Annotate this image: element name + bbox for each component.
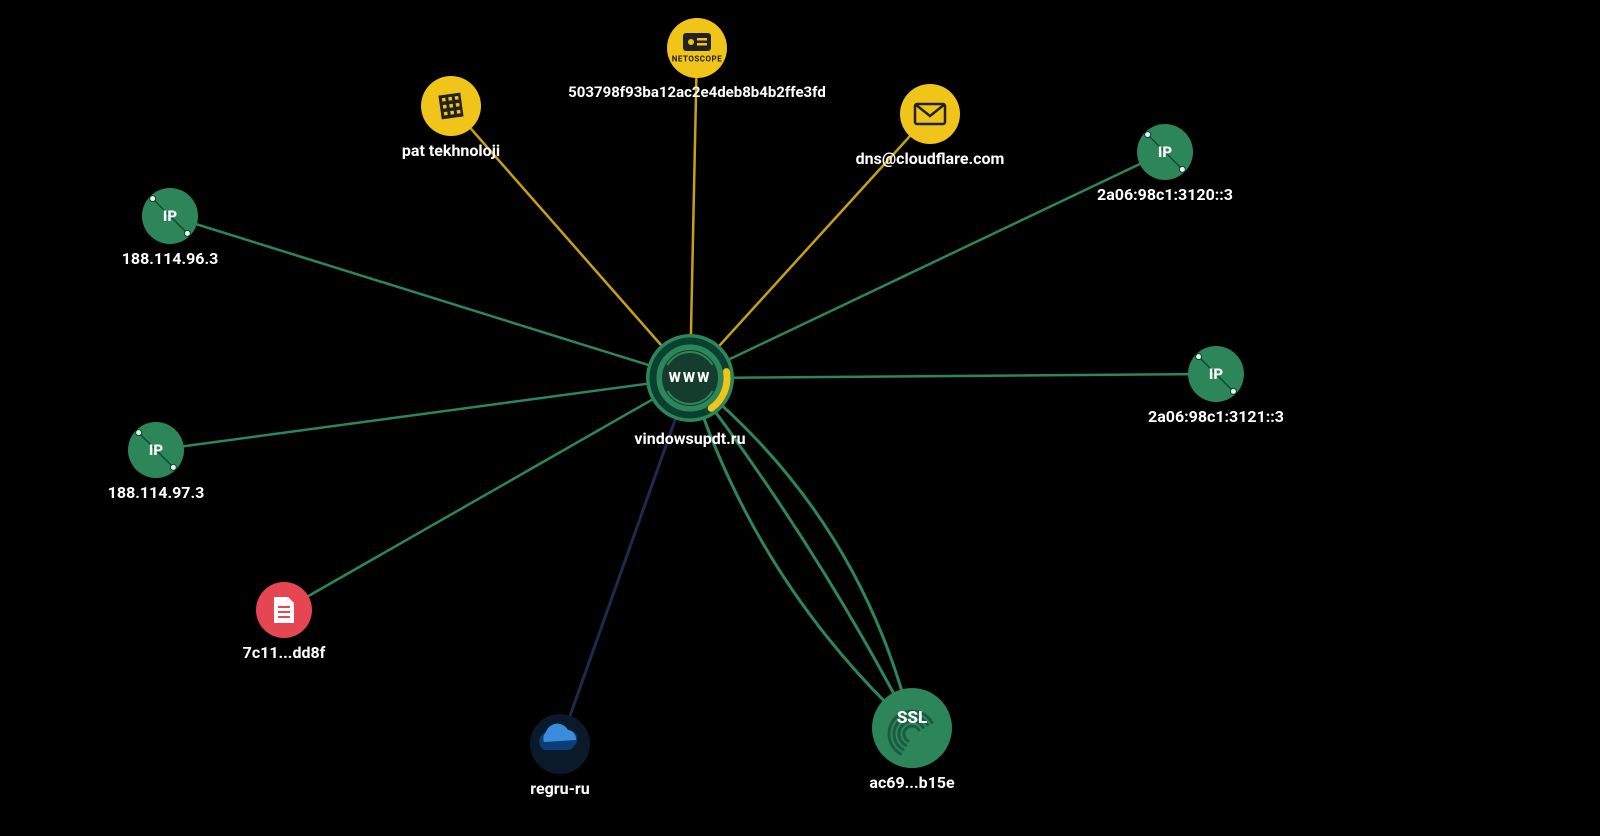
node-label: 7c11...dd8f: [243, 643, 326, 662]
id-card-icon: [683, 33, 711, 51]
node-label: 188.114.97.3: [108, 483, 205, 502]
id-photo-icon: [688, 39, 694, 45]
building-window-icon: [455, 96, 459, 100]
building-window-icon: [449, 104, 453, 108]
www-icon: WWW: [669, 370, 712, 386]
ip-icon: IP: [1209, 365, 1223, 383]
id-line-icon: [697, 43, 707, 46]
node-label: 2a06:98c1:3120::3: [1097, 185, 1233, 204]
node-label: dns@cloudflare.com: [856, 149, 1005, 168]
graph-edge: [690, 374, 1216, 378]
ip-icon: IP: [163, 207, 177, 225]
file-line-icon: [278, 606, 290, 608]
node-center-domain[interactable]: WWW vindowsupdt.ru: [634, 334, 745, 448]
building-window-icon: [442, 98, 446, 102]
id-line-icon: [697, 38, 707, 41]
node-ssl-ac69[interactable]: SSL ac69...b15e: [869, 688, 955, 792]
network-graph: WWW vindowsupdt.ru IP 188.114.96.3 IP 188.114…: [0, 0, 1600, 836]
node-cloud-regru[interactable]: regru-ru: [530, 714, 590, 798]
ip-icon: IP: [1158, 143, 1172, 161]
file-line-icon: [278, 611, 290, 613]
node-ip-188-114-97-3[interactable]: IP 188.114.97.3: [108, 422, 205, 502]
node-label: 503798f93ba12ac2e4deb8b4b2ffe3fd: [568, 83, 826, 101]
node-label: pat tekhnoloji: [402, 141, 500, 160]
graph-edge: [156, 378, 690, 450]
building-window-icon: [456, 103, 460, 107]
graph-edge: [284, 378, 690, 610]
node-org-pat[interactable]: pat tekhnoloji: [402, 76, 500, 160]
graph-edge: [690, 152, 1165, 378]
file-icon: [274, 597, 294, 623]
node-label: ac69...b15e: [869, 773, 955, 792]
ssl-icon: SSL: [897, 708, 927, 728]
building-window-icon: [457, 110, 461, 114]
netoscope-badge: NETOSCOPE: [672, 55, 722, 64]
building-window-icon: [448, 97, 452, 101]
node-label: vindowsupdt.ru: [634, 429, 745, 448]
node-ip-188-114-96-3[interactable]: IP 188.114.96.3: [122, 188, 219, 268]
building-window-icon: [443, 105, 447, 109]
node-id-netoscope[interactable]: NETOSCOPE 503798f93ba12ac2e4deb8b4b2ffe3f…: [568, 18, 826, 101]
ip-icon: IP: [149, 441, 163, 459]
node-label: regru-ru: [530, 779, 589, 798]
file-line-icon: [278, 616, 290, 618]
node-label: 2a06:98c1:3121::3: [1148, 407, 1284, 426]
building-window-icon: [450, 111, 454, 115]
graph-edge: [170, 216, 690, 378]
node-ip-2a06-3120[interactable]: IP2a06:98c1:3120::3: [1097, 124, 1233, 204]
node-email-cloudflare[interactable]: dns@cloudflare.com: [856, 84, 1005, 168]
building-window-icon: [444, 112, 448, 116]
node-label: 188.114.96.3: [122, 249, 219, 268]
node-ip-2a06-3121[interactable]: IP2a06:98c1:3121::3: [1148, 346, 1284, 426]
